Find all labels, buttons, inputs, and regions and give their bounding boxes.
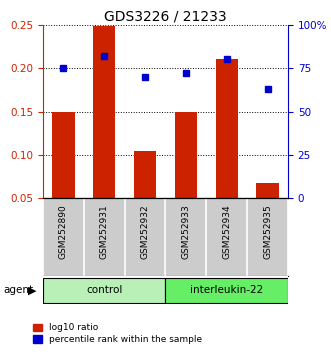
Text: control: control bbox=[86, 285, 122, 295]
Text: ▶: ▶ bbox=[28, 285, 37, 295]
Bar bbox=[52, 112, 75, 198]
Text: agent: agent bbox=[3, 285, 33, 295]
Text: interleukin-22: interleukin-22 bbox=[190, 285, 263, 295]
Title: GDS3226 / 21233: GDS3226 / 21233 bbox=[104, 10, 227, 24]
Bar bbox=[256, 183, 279, 198]
Bar bbox=[93, 25, 116, 198]
Text: GSM252931: GSM252931 bbox=[100, 205, 109, 259]
Bar bbox=[166, 278, 288, 303]
Bar bbox=[215, 59, 238, 198]
Text: GSM252932: GSM252932 bbox=[141, 205, 150, 259]
Text: GSM252890: GSM252890 bbox=[59, 205, 68, 259]
Bar bbox=[175, 112, 197, 198]
Legend: log10 ratio, percentile rank within the sample: log10 ratio, percentile rank within the … bbox=[31, 322, 204, 346]
Text: GSM252934: GSM252934 bbox=[222, 205, 231, 259]
Text: GSM252933: GSM252933 bbox=[181, 205, 190, 259]
Bar bbox=[43, 278, 166, 303]
Text: GSM252935: GSM252935 bbox=[263, 205, 272, 259]
Bar bbox=[134, 152, 156, 198]
